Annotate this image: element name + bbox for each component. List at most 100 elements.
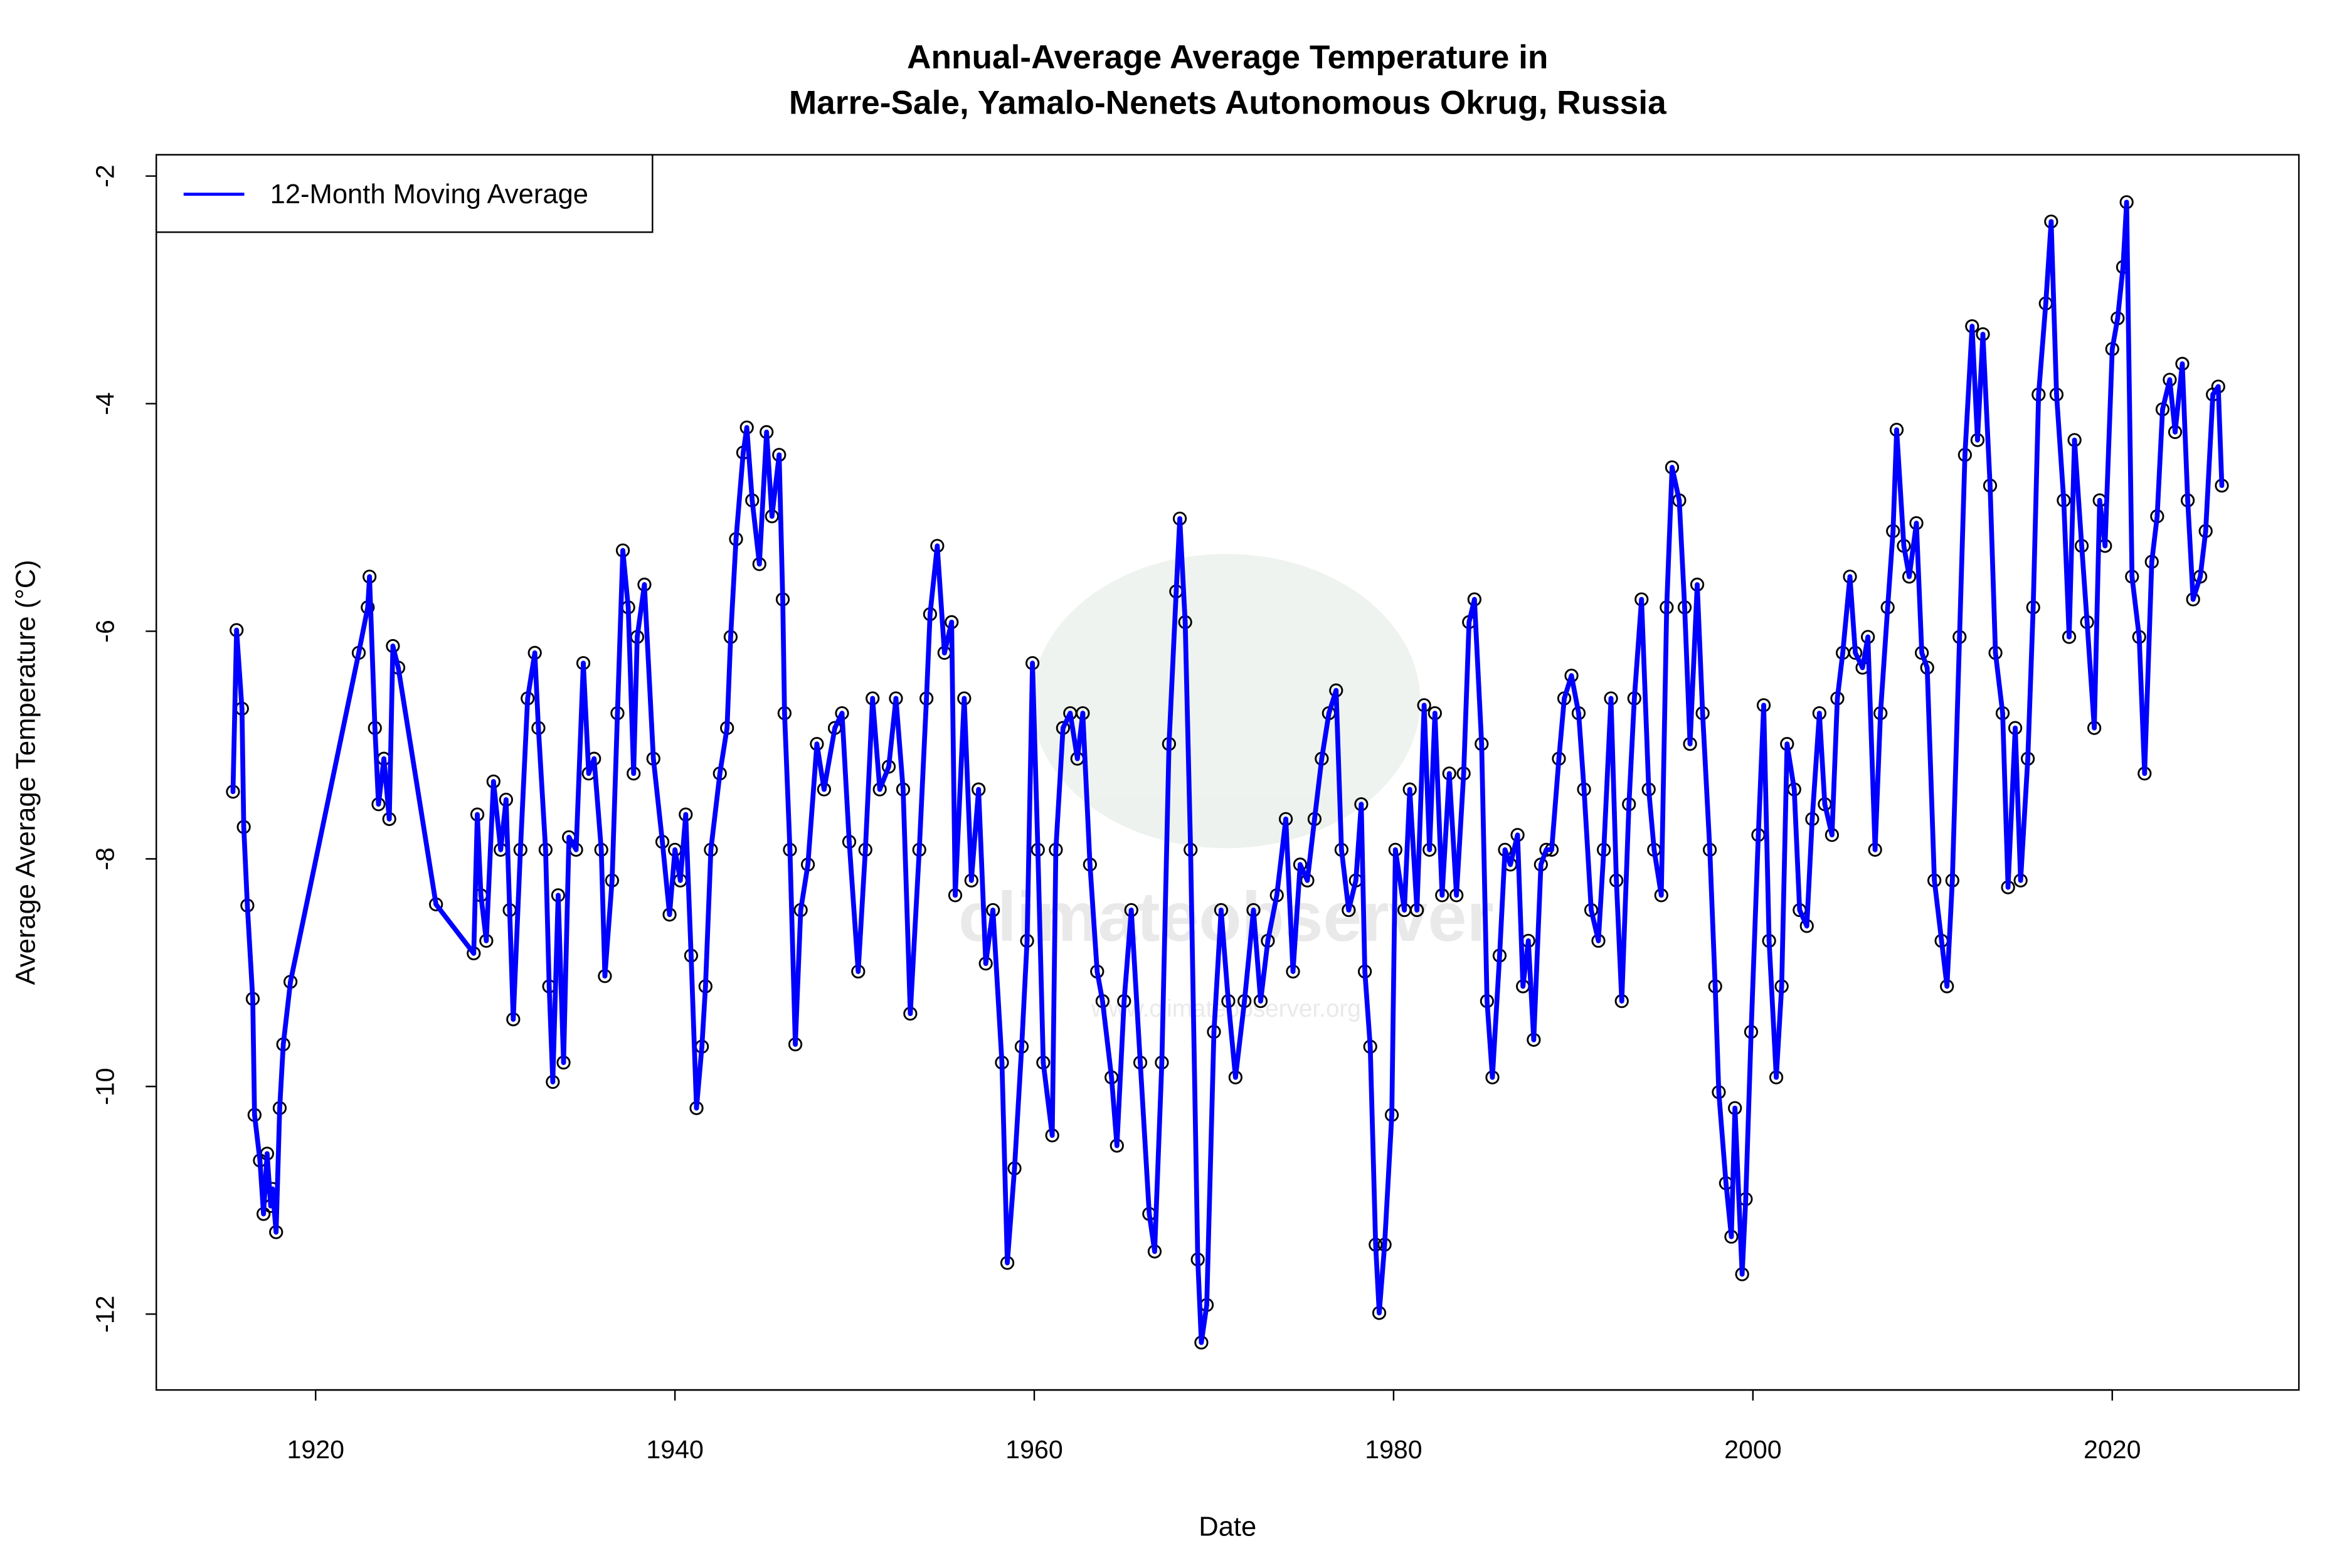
line-segment: [433, 902, 477, 956]
line-segment: [602, 877, 615, 979]
line-segment: [1305, 816, 1317, 883]
line-segment: [1576, 711, 1587, 792]
line-segment: [781, 711, 793, 852]
line-segment: [733, 450, 746, 542]
line-segment: [1167, 589, 1179, 746]
line-segment: [862, 696, 876, 852]
y-axis: -2 -4 -6 -8 -10 -12: [90, 164, 157, 1333]
line-segment: [1159, 741, 1172, 1066]
line-segment: [1454, 771, 1466, 898]
line-segment: [2025, 605, 2036, 761]
line-segment: [1556, 696, 1567, 761]
line-segment: [367, 574, 378, 731]
line-segment: [2124, 199, 2135, 580]
line-segment: [1732, 1105, 1745, 1277]
line-segment: [277, 1042, 286, 1111]
line-segment: [1664, 465, 1675, 610]
line-segment: [1924, 665, 1937, 883]
line-segment: [396, 665, 439, 907]
line-segment: [1377, 1242, 1387, 1316]
line-segment: [2154, 406, 2165, 519]
line-segment: [1012, 1044, 1024, 1171]
line-segment: [1471, 596, 1485, 746]
line-segment: [1319, 711, 1332, 761]
x-tick-label: 2000: [1724, 1435, 1781, 1464]
line-segment: [793, 908, 803, 1047]
line-segment: [288, 650, 361, 985]
line-segment: [2109, 315, 2121, 352]
line-segment: [1346, 877, 1359, 913]
line-segment: [1251, 908, 1263, 1004]
line-segment: [1619, 802, 1632, 1004]
line-segment: [798, 862, 810, 913]
y-tick-label: -8: [90, 847, 119, 871]
line-segment: [949, 620, 958, 898]
line-segment: [1538, 847, 1549, 867]
line-segment: [1226, 999, 1238, 1080]
line-segment: [1204, 1029, 1217, 1308]
line-segment: [1865, 634, 1878, 852]
line-segment: [1766, 938, 1779, 1080]
line-segment: [1362, 969, 1373, 1049]
line-segment: [1094, 969, 1105, 1004]
line-segment: [1784, 741, 1797, 792]
line-segment: [2102, 346, 2115, 549]
line-segment: [503, 797, 512, 913]
line-segment: [1114, 999, 1127, 1148]
line-segment: [870, 696, 882, 792]
line-segment: [1232, 999, 1248, 1080]
line-segment: [717, 725, 730, 776]
line-segment: [1367, 1044, 1379, 1248]
line-segment: [999, 1060, 1010, 1266]
line-segment: [252, 1112, 263, 1163]
line-segment: [1177, 516, 1188, 625]
line-segment: [1626, 696, 1637, 807]
line-segment: [1049, 847, 1059, 1138]
line-segment: [1338, 847, 1352, 913]
line-segment: [2180, 361, 2190, 503]
line-segment: [2018, 756, 2030, 883]
line-segment: [631, 634, 640, 776]
line-segment: [1087, 862, 1100, 974]
line-segment: [2067, 437, 2077, 640]
line-segment: [1195, 1257, 1204, 1345]
line-segment: [2054, 392, 2067, 503]
line-segment: [1774, 983, 1784, 1080]
chart-title: Annual-Average Average Temperature in: [907, 39, 1548, 76]
line-segment: [1242, 908, 1256, 1004]
line-segment: [822, 725, 837, 792]
line-segment: [1872, 711, 1883, 852]
line-segment: [1980, 331, 1993, 489]
line-segment: [581, 660, 591, 776]
line-segment: [1919, 650, 1930, 670]
line-segment: [1100, 999, 1115, 1080]
line-segment: [2203, 392, 2216, 534]
line-segment: [1258, 938, 1271, 1004]
line-segment: [814, 741, 827, 792]
line-segment: [1035, 847, 1046, 1066]
x-axis-label: Date: [1199, 1512, 1256, 1542]
line-segment: [390, 644, 401, 670]
line-segment: [1944, 877, 1955, 989]
line-segment: [1791, 787, 1803, 913]
series-line: [230, 199, 2225, 1345]
y-axis-label: Average Average Temperature (°C): [11, 559, 41, 985]
legend: 12-Month Moving Average: [155, 154, 654, 233]
line-segment: [1993, 650, 2005, 716]
line-segment: [2072, 437, 2084, 549]
line-segment: [1847, 574, 1858, 655]
line-segment: [1957, 452, 1968, 640]
line-segment: [776, 452, 785, 602]
line-segment: [1835, 650, 1845, 701]
line-segment: [2115, 264, 2126, 321]
line-segment: [1885, 528, 1896, 610]
line-segment: [1596, 847, 1606, 943]
line-segment: [728, 536, 739, 640]
line-segment: [1569, 673, 1581, 716]
line-segment: [1199, 1302, 1209, 1345]
line-segment: [1646, 787, 1657, 852]
line-segment: [805, 741, 820, 867]
line-segment: [1816, 711, 1828, 807]
line-segment: [1830, 696, 1840, 838]
